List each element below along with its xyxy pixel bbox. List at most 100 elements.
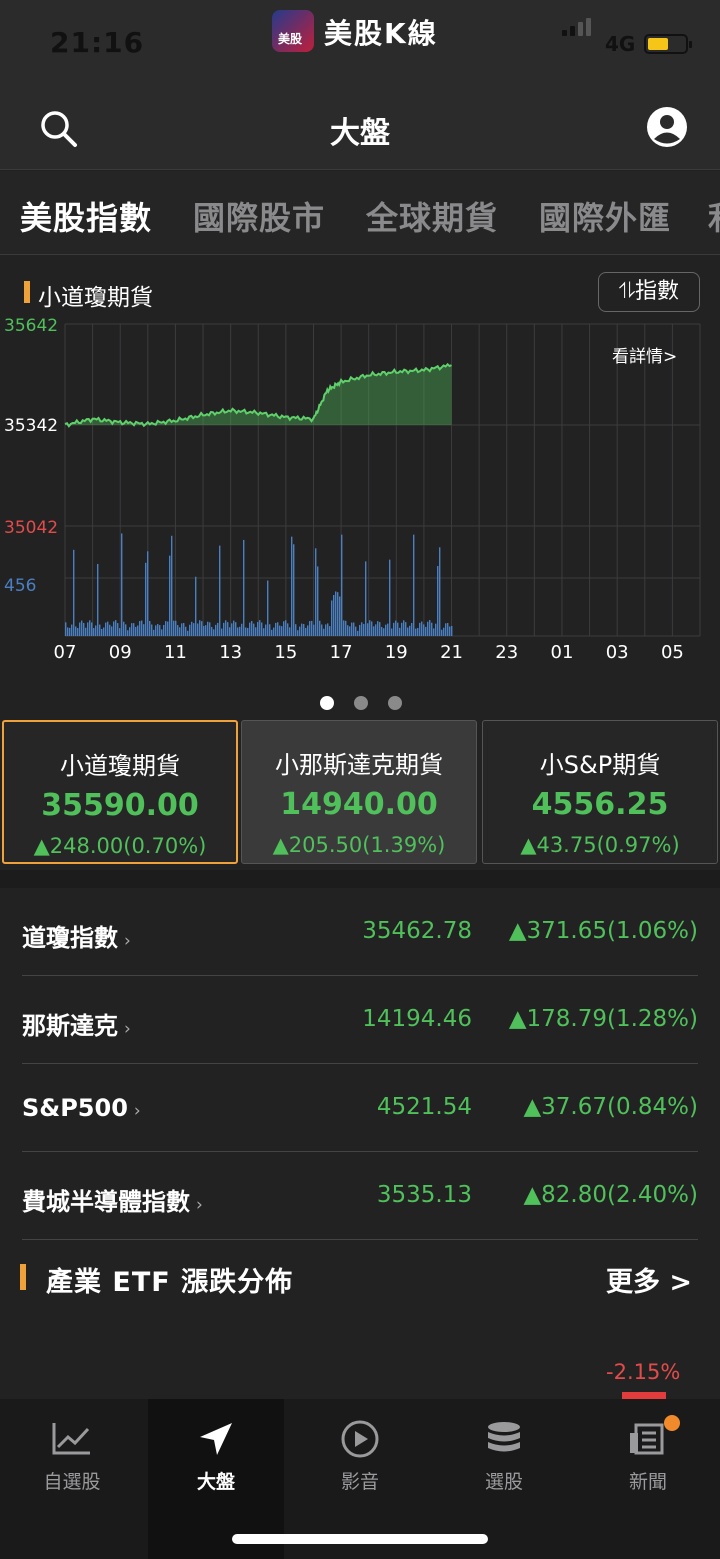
more-link[interactable]: 更多 > — [606, 1267, 693, 1298]
volume-bar — [215, 624, 217, 636]
index-name: 道瓊指數 — [22, 924, 118, 952]
volume-bar — [137, 625, 139, 636]
chevron-right-icon: › — [124, 931, 131, 951]
volume-bar — [71, 624, 73, 636]
chart-title: 小道瓊期貨 — [38, 285, 153, 311]
futures-card-dow[interactable]: 小道瓊期貨 35590.00 ▲248.00(0.70%) — [2, 720, 238, 864]
user-icon[interactable] — [646, 106, 688, 148]
volume-bar — [203, 625, 205, 636]
volume-bar — [435, 623, 437, 636]
volume-bar — [181, 623, 183, 636]
y-label-high: 35642 — [4, 316, 59, 336]
section-accent — [24, 281, 30, 303]
volume-bar — [277, 622, 279, 636]
page-title: 大盤 — [330, 116, 390, 151]
volume-bar — [269, 624, 271, 636]
app-badge-label: 美股 — [278, 32, 303, 46]
index-row-dow[interactable]: 道瓊指數 › 35462.78 ▲371.65(1.06%) — [22, 888, 698, 976]
volume-bar — [449, 626, 451, 636]
volume-bar — [171, 535, 173, 636]
tab-screener[interactable]: 選股 — [432, 1399, 576, 1559]
tab-forex[interactable]: 國際外匯 — [539, 199, 672, 237]
volume-bar — [69, 627, 71, 636]
volume-bar — [347, 625, 349, 636]
x-tick-label: 09 — [109, 642, 132, 663]
tab-more[interactable]: 利 — [708, 193, 720, 239]
volume-bar — [273, 627, 275, 636]
volume-bar — [151, 624, 153, 636]
volume-bar — [261, 622, 263, 636]
index-row-nasdaq[interactable]: 那斯達克 › 14194.46 ▲178.79(1.28%) — [22, 976, 698, 1064]
volume-bar — [169, 555, 171, 636]
volume-bar — [395, 620, 397, 636]
card-change: ▲205.50(1.39%) — [272, 833, 446, 857]
tab-market[interactable]: 大盤 — [148, 1399, 284, 1559]
volume-bar — [337, 592, 339, 636]
volume-bar — [209, 622, 211, 636]
volume-bar — [309, 621, 311, 636]
chevron-right-icon: › — [196, 1195, 203, 1215]
futures-card-nasdaq[interactable]: 小那斯達克期貨 14940.00 ▲205.50(1.39%) — [241, 720, 477, 864]
intraday-chart[interactable]: 07 09 11 13 15 17 19 21 23 01 03 05 — [0, 310, 720, 670]
volume-bar — [433, 628, 435, 636]
y-label-mid: 35342 — [4, 416, 59, 436]
volume-bar — [173, 620, 175, 636]
view-details-link[interactable]: 看詳情> — [612, 347, 678, 367]
volume-bar — [89, 620, 91, 636]
volume-bar — [83, 622, 85, 636]
tab-video[interactable]: 影音 — [288, 1399, 432, 1559]
index-row-sox[interactable]: 費城半導體指數 › 3535.13 ▲82.80(2.40%) — [22, 1152, 698, 1240]
volume-bar — [375, 624, 377, 636]
volume-bar — [77, 627, 79, 636]
volume-bar — [189, 624, 191, 636]
volume-bar — [353, 622, 355, 636]
volume-bar — [225, 620, 227, 636]
volume-bar — [211, 626, 213, 636]
tab-global-futures[interactable]: 全球期貨 — [366, 199, 499, 237]
volume-bar — [103, 627, 105, 636]
volume-bar — [331, 600, 333, 636]
volume-bar — [371, 621, 373, 636]
volume-bar — [221, 628, 223, 636]
market-tabs: 美股指數 國際股市 全球期貨 國際外匯 利 — [0, 171, 720, 255]
tab-watchlist[interactable]: 自選股 — [0, 1399, 144, 1559]
index-name: 那斯達克 — [22, 1012, 118, 1040]
tab-label: 新聞 — [628, 1471, 667, 1493]
tab-news[interactable]: 新聞 — [576, 1399, 720, 1559]
volume-bar — [401, 622, 403, 636]
volume-bar — [311, 620, 313, 636]
futures-card-sp[interactable]: 小S&P期貨 4556.25 ▲43.75(0.97%) — [482, 720, 718, 864]
volume-bar — [237, 627, 239, 636]
volume-bar — [421, 621, 423, 636]
volume-bar — [229, 627, 231, 636]
volume-bar — [265, 624, 267, 636]
volume-bar — [79, 622, 81, 636]
search-icon[interactable] — [38, 108, 78, 148]
volume-bar — [141, 620, 143, 636]
volume-bar — [325, 624, 327, 636]
volume-bar — [281, 626, 283, 636]
volume-bar — [359, 624, 361, 636]
tab-intl-stocks[interactable]: 國際股市 — [193, 199, 326, 237]
volume-bar — [187, 630, 189, 636]
x-tick-label: 15 — [274, 642, 297, 663]
volume-bar — [351, 622, 353, 636]
index-row-sp500[interactable]: S&P500 › 4521.54 ▲37.67(0.84%) — [22, 1064, 698, 1152]
index-change: ▲178.79(1.28%) — [508, 1006, 698, 1032]
tab-label: 影音 — [340, 1471, 379, 1493]
newspaper-icon — [630, 1423, 664, 1455]
page-dot-1[interactable] — [320, 696, 334, 710]
volume-bar — [179, 627, 181, 636]
volume-bar — [177, 625, 179, 636]
index-toggle-button[interactable]: ⥮指數 — [598, 272, 700, 312]
volume-bar — [191, 621, 193, 636]
volume-bar — [241, 623, 243, 636]
volume-bar — [393, 622, 395, 636]
page-dot-2[interactable] — [354, 696, 368, 710]
volume-bar — [227, 622, 229, 636]
volume-bar — [157, 623, 159, 636]
volume-bar — [85, 627, 87, 636]
volume-bar — [381, 626, 383, 636]
tab-us-index[interactable]: 美股指數 — [20, 199, 153, 237]
page-dot-3[interactable] — [388, 696, 402, 710]
